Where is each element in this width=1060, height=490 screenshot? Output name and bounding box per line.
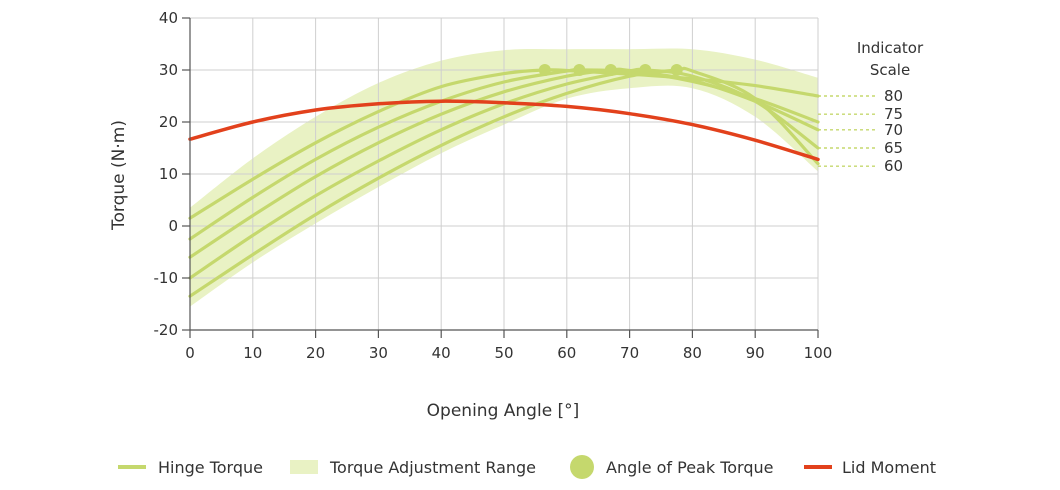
legend-label-peak: Angle of Peak Torque (606, 458, 773, 477)
indicator-label-60: 60 (884, 157, 903, 175)
hinge-curve-70 (188, 67, 820, 259)
legend-swatch-peak (570, 455, 594, 479)
x-tick-label-0: 0 (185, 344, 195, 362)
x-tick-label-40: 40 (432, 344, 451, 362)
peak-point-4 (639, 64, 652, 76)
indicator-scale-title-line1: Indicator (857, 39, 924, 57)
x-tick-label-80: 80 (683, 344, 702, 362)
x-tick-label-90: 90 (746, 344, 765, 362)
legend-label-lid: Lid Moment (842, 458, 936, 477)
lid-moment-layer (188, 99, 820, 162)
indicator-scale-title-line2: Scale (870, 61, 910, 79)
peak-point-2 (573, 64, 586, 76)
legend-swatch-range (290, 460, 318, 474)
y-tick-label-0: 0 (168, 217, 178, 235)
y-tick-label-30: 30 (159, 61, 178, 79)
legend-label-range: Torque Adjustment Range (329, 458, 536, 477)
y-tick-label--10: -10 (154, 269, 179, 287)
y-tick-label--20: -20 (154, 321, 179, 339)
indicator-label-65: 65 (884, 139, 903, 157)
peak-point-3 (604, 64, 617, 76)
x-tick-label-20: 20 (306, 344, 325, 362)
x-tick-label-30: 30 (369, 344, 388, 362)
peak-point-1 (538, 64, 551, 76)
x-axis-title: Opening Angle [°] (427, 401, 580, 421)
x-tick-label-10: 10 (243, 344, 262, 362)
y-tick-label-40: 40 (159, 9, 178, 27)
y-tick-label-10: 10 (159, 165, 178, 183)
indicator-label-80: 80 (884, 87, 903, 105)
axes-layer: -20 -10 0 10 20 30 40 0 10 20 30 40 50 60 70 80 90 100 (154, 9, 833, 362)
lid-moment-line (188, 99, 820, 162)
peak-points-layer (538, 64, 683, 76)
adjustment-range-band (190, 48, 818, 307)
legend-swatch-lid (804, 465, 832, 469)
legend-swatch-hinge (118, 465, 146, 469)
legend: Hinge Torque Torque Adjustment Range Angle… (118, 455, 936, 479)
x-tick-label-100: 100 (804, 344, 833, 362)
y-tick-label-20: 20 (159, 113, 178, 131)
indicator-label-75: 75 (884, 105, 903, 123)
peak-point-5 (670, 64, 683, 76)
x-tick-label-70: 70 (620, 344, 639, 362)
legend-label-hinge: Hinge Torque (158, 458, 263, 477)
x-tick-label-60: 60 (557, 344, 576, 362)
hinge-curve-65 (188, 67, 820, 280)
y-axis-title: Torque (N·m) (109, 120, 129, 231)
adjustment-range-band-layer (190, 48, 818, 307)
x-tick-label-50: 50 (494, 344, 513, 362)
indicator-label-70: 70 (884, 121, 903, 139)
